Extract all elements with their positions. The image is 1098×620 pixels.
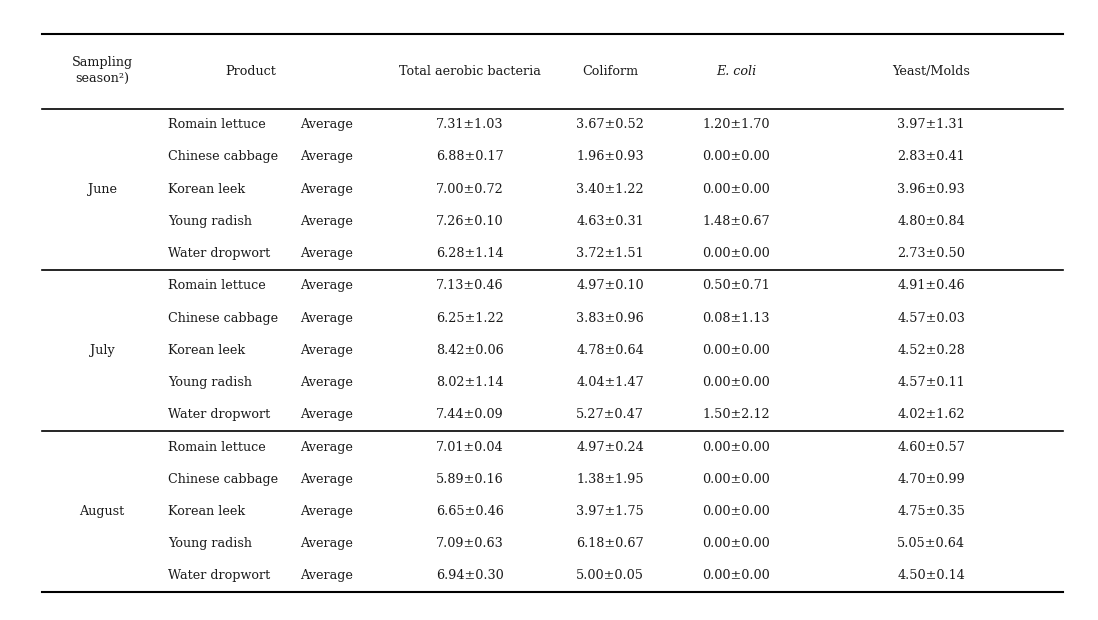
Text: Young radish: Young radish bbox=[168, 376, 253, 389]
Text: 7.13±0.46: 7.13±0.46 bbox=[436, 280, 504, 292]
Text: 0.00±0.00: 0.00±0.00 bbox=[703, 505, 770, 518]
Text: 5.00±0.05: 5.00±0.05 bbox=[576, 570, 643, 582]
Text: 4.57±0.03: 4.57±0.03 bbox=[897, 312, 965, 324]
Text: 0.00±0.00: 0.00±0.00 bbox=[703, 376, 770, 389]
Text: Average: Average bbox=[300, 441, 352, 453]
Text: Average: Average bbox=[300, 570, 352, 582]
Text: 4.91±0.46: 4.91±0.46 bbox=[897, 280, 965, 292]
Text: Average: Average bbox=[300, 409, 352, 421]
Text: 3.97±1.31: 3.97±1.31 bbox=[897, 118, 965, 131]
Text: 0.00±0.00: 0.00±0.00 bbox=[703, 570, 770, 582]
Text: 4.75±0.35: 4.75±0.35 bbox=[897, 505, 965, 518]
Text: 4.02±1.62: 4.02±1.62 bbox=[897, 409, 965, 421]
Text: Average: Average bbox=[300, 376, 352, 389]
Text: Average: Average bbox=[300, 312, 352, 324]
Text: Average: Average bbox=[300, 247, 352, 260]
Text: 6.94±0.30: 6.94±0.30 bbox=[436, 570, 504, 582]
Text: 7.26±0.10: 7.26±0.10 bbox=[436, 215, 504, 228]
Text: 1.48±0.67: 1.48±0.67 bbox=[703, 215, 770, 228]
Text: 0.08±1.13: 0.08±1.13 bbox=[703, 312, 770, 324]
Text: 0.00±0.00: 0.00±0.00 bbox=[703, 344, 770, 356]
Text: Total aerobic bacteria: Total aerobic bacteria bbox=[399, 65, 541, 78]
Text: Coliform: Coliform bbox=[582, 65, 638, 78]
Text: Young radish: Young radish bbox=[168, 538, 253, 550]
Text: Water dropwort: Water dropwort bbox=[168, 247, 270, 260]
Text: Sampling
season²): Sampling season²) bbox=[71, 56, 133, 86]
Text: Yeast/Molds: Yeast/Molds bbox=[893, 65, 970, 78]
Text: 1.96±0.93: 1.96±0.93 bbox=[576, 151, 643, 163]
Text: 0.00±0.00: 0.00±0.00 bbox=[703, 538, 770, 550]
Text: Average: Average bbox=[300, 151, 352, 163]
Text: Young radish: Young radish bbox=[168, 215, 253, 228]
Text: 7.00±0.72: 7.00±0.72 bbox=[436, 183, 504, 195]
Text: Romain lettuce: Romain lettuce bbox=[168, 280, 266, 292]
Text: Chinese cabbage: Chinese cabbage bbox=[168, 151, 278, 163]
Text: Korean leek: Korean leek bbox=[168, 505, 245, 518]
Text: Average: Average bbox=[300, 538, 352, 550]
Text: 7.09±0.63: 7.09±0.63 bbox=[436, 538, 504, 550]
Text: 4.50±0.14: 4.50±0.14 bbox=[897, 570, 965, 582]
Text: 2.73±0.50: 2.73±0.50 bbox=[897, 247, 965, 260]
Text: Chinese cabbage: Chinese cabbage bbox=[168, 473, 278, 485]
Text: 6.65±0.46: 6.65±0.46 bbox=[436, 505, 504, 518]
Text: 6.28±1.14: 6.28±1.14 bbox=[436, 247, 504, 260]
Text: 4.52±0.28: 4.52±0.28 bbox=[897, 344, 965, 356]
Text: Average: Average bbox=[300, 505, 352, 518]
Text: 3.72±1.51: 3.72±1.51 bbox=[576, 247, 643, 260]
Text: 4.04±1.47: 4.04±1.47 bbox=[576, 376, 643, 389]
Text: 3.97±1.75: 3.97±1.75 bbox=[576, 505, 643, 518]
Text: 0.00±0.00: 0.00±0.00 bbox=[703, 247, 770, 260]
Text: 7.31±1.03: 7.31±1.03 bbox=[436, 118, 504, 131]
Text: Average: Average bbox=[300, 280, 352, 292]
Text: 1.38±1.95: 1.38±1.95 bbox=[576, 473, 643, 485]
Text: 4.78±0.64: 4.78±0.64 bbox=[576, 344, 643, 356]
Text: Korean leek: Korean leek bbox=[168, 183, 245, 195]
Text: 7.44±0.09: 7.44±0.09 bbox=[436, 409, 504, 421]
Text: 4.57±0.11: 4.57±0.11 bbox=[897, 376, 965, 389]
Text: 4.63±0.31: 4.63±0.31 bbox=[576, 215, 643, 228]
Text: Average: Average bbox=[300, 473, 352, 485]
Text: 0.00±0.00: 0.00±0.00 bbox=[703, 441, 770, 453]
Text: 6.88±0.17: 6.88±0.17 bbox=[436, 151, 504, 163]
Text: 5.89±0.16: 5.89±0.16 bbox=[436, 473, 504, 485]
Text: July: July bbox=[90, 344, 114, 356]
Text: 3.83±0.96: 3.83±0.96 bbox=[576, 312, 643, 324]
Text: Water dropwort: Water dropwort bbox=[168, 570, 270, 582]
Text: 0.00±0.00: 0.00±0.00 bbox=[703, 183, 770, 195]
Text: 6.25±1.22: 6.25±1.22 bbox=[436, 312, 504, 324]
Text: 5.27±0.47: 5.27±0.47 bbox=[576, 409, 643, 421]
Text: 0.50±0.71: 0.50±0.71 bbox=[703, 280, 770, 292]
Text: Romain lettuce: Romain lettuce bbox=[168, 118, 266, 131]
Text: 4.80±0.84: 4.80±0.84 bbox=[897, 215, 965, 228]
Text: 8.02±1.14: 8.02±1.14 bbox=[436, 376, 504, 389]
Text: Water dropwort: Water dropwort bbox=[168, 409, 270, 421]
Text: E. coli: E. coli bbox=[716, 65, 757, 78]
Text: Average: Average bbox=[300, 183, 352, 195]
Text: 4.97±0.10: 4.97±0.10 bbox=[576, 280, 643, 292]
Text: 1.20±1.70: 1.20±1.70 bbox=[703, 118, 770, 131]
Text: 3.67±0.52: 3.67±0.52 bbox=[576, 118, 643, 131]
Text: 0.00±0.00: 0.00±0.00 bbox=[703, 151, 770, 163]
Text: 1.50±2.12: 1.50±2.12 bbox=[703, 409, 770, 421]
Text: 5.05±0.64: 5.05±0.64 bbox=[897, 538, 965, 550]
Text: Product: Product bbox=[225, 65, 276, 78]
Text: 2.83±0.41: 2.83±0.41 bbox=[897, 151, 965, 163]
Text: Average: Average bbox=[300, 118, 352, 131]
Text: August: August bbox=[79, 505, 125, 518]
Text: 4.97±0.24: 4.97±0.24 bbox=[576, 441, 643, 453]
Text: Average: Average bbox=[300, 215, 352, 228]
Text: 4.70±0.99: 4.70±0.99 bbox=[897, 473, 965, 485]
Text: 7.01±0.04: 7.01±0.04 bbox=[436, 441, 504, 453]
Text: Korean leek: Korean leek bbox=[168, 344, 245, 356]
Text: 6.18±0.67: 6.18±0.67 bbox=[576, 538, 643, 550]
Text: 4.60±0.57: 4.60±0.57 bbox=[897, 441, 965, 453]
Text: 8.42±0.06: 8.42±0.06 bbox=[436, 344, 504, 356]
Text: June: June bbox=[88, 183, 116, 195]
Text: Chinese cabbage: Chinese cabbage bbox=[168, 312, 278, 324]
Text: 3.96±0.93: 3.96±0.93 bbox=[897, 183, 965, 195]
Text: 0.00±0.00: 0.00±0.00 bbox=[703, 473, 770, 485]
Text: 3.40±1.22: 3.40±1.22 bbox=[576, 183, 643, 195]
Text: Romain lettuce: Romain lettuce bbox=[168, 441, 266, 453]
Text: Average: Average bbox=[300, 344, 352, 356]
